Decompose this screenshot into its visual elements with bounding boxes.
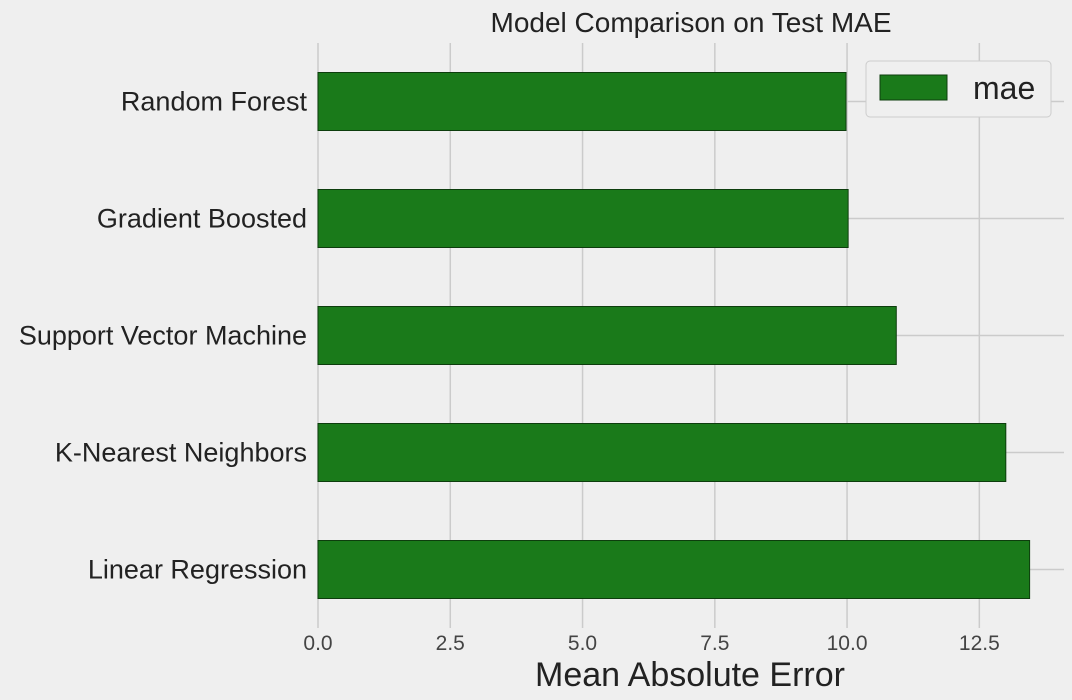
x-tick-label: 5.0 [568,632,597,655]
x-tick-label: 10.0 [827,632,868,655]
category-labels: Random Forest Gradient Boosted Support Vec… [19,87,308,585]
category-label: Random Forest [121,87,308,117]
chart-title: Model Comparison on Test MAE [491,7,892,38]
bar [317,540,1031,599]
category-label: Support Vector Machine [19,321,307,351]
category-label: Gradient Boosted [97,204,307,234]
x-tick-label: 0.0 [303,632,332,655]
bar [317,189,849,248]
x-axis-label: Mean Absolute Error [535,656,845,694]
x-tick-label: 12.5 [959,632,1000,655]
legend-swatch [879,74,948,101]
category-label: Linear Regression [88,555,307,585]
category-label: K-Nearest Neighbors [55,438,307,468]
bar [317,306,897,365]
x-tick-labels: 0.0 2.5 5.0 7.5 10.0 12.5 [303,632,999,655]
bar [317,423,1007,482]
x-tick-label: 2.5 [436,632,465,655]
x-tick-label: 7.5 [700,632,729,655]
legend-label: mae [973,70,1035,106]
bar [317,72,847,131]
bars [317,72,1031,599]
legend: mae [865,60,1052,118]
